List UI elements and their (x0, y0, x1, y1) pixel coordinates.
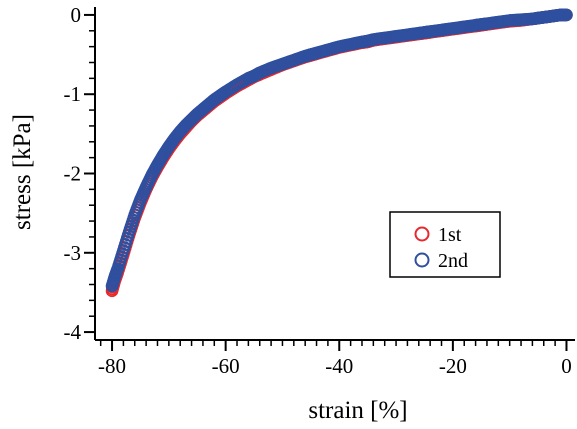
legend-box (389, 211, 501, 278)
series-2nd (105, 8, 573, 293)
y-axis-title: stress [kPa] (9, 114, 36, 230)
x-axis-ticks: -80 -60 -40 -20 0 (98, 340, 572, 378)
legend-label-1st: 1st (438, 224, 462, 246)
y-axis-ticks: 0 -1 -2 -3 -4 (64, 3, 95, 344)
series-layer (105, 8, 573, 298)
x-tick-label: -80 (98, 354, 126, 378)
x-tick-label: -60 (212, 354, 240, 378)
plot-frame (94, 7, 575, 341)
legend: 1st 2nd (389, 211, 501, 278)
y-tick-label: -4 (64, 320, 82, 344)
y-tick-label: -1 (64, 82, 82, 106)
x-tick-label: 0 (561, 354, 572, 378)
x-tick-label: -40 (325, 354, 353, 378)
y-tick-label: -3 (64, 241, 82, 265)
legend-label-2nd: 2nd (438, 250, 468, 272)
legend-marker-2nd (414, 252, 430, 268)
data-point-2nd (560, 8, 573, 22)
x-tick-label: -20 (439, 354, 467, 378)
y-tick-label: 0 (71, 3, 82, 27)
x-axis-title: strain [%] (308, 397, 407, 424)
legend-marker-1st (414, 226, 430, 242)
y-tick-label: -2 (64, 162, 82, 186)
